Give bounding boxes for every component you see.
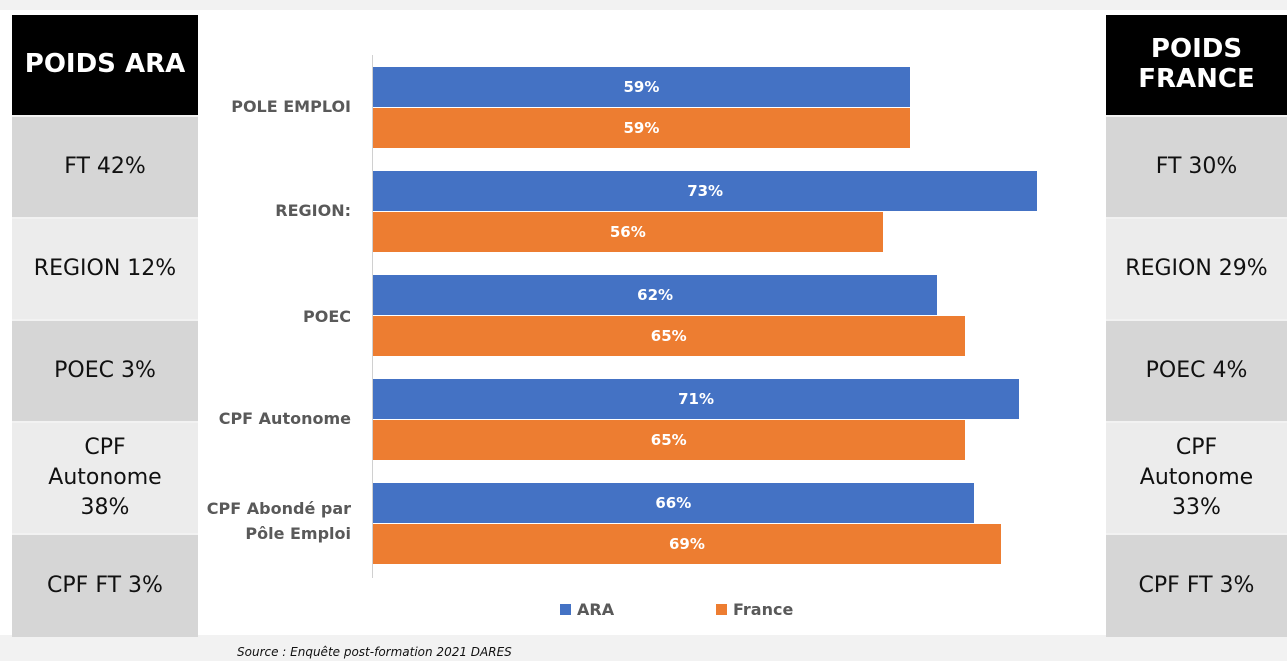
left-weight-cpf-ft: CPF FT 3%	[12, 533, 198, 637]
right-panel-title: POIDS FRANCE	[1106, 15, 1287, 115]
right-weight-region: REGION 29%	[1106, 217, 1287, 319]
right-weight-ft: FT 30%	[1106, 115, 1287, 217]
right-weight-cpf-autonome: CPF Autonome 33%	[1106, 421, 1287, 533]
data-label-france-cpf-abonde: 69%	[668, 535, 705, 553]
data-label-ara-poec: 62%	[637, 286, 674, 304]
left-weight-region: REGION 12%	[12, 217, 198, 319]
bar-france-regions	[373, 212, 883, 252]
left-weight-cpf-autonome: CPF Autonome 38%	[12, 421, 198, 533]
legend-item-ara: ARA	[560, 600, 614, 619]
legend-item-france: France	[716, 600, 793, 619]
legend-swatch-france	[716, 604, 727, 615]
bar-france-pole-emploi	[373, 108, 910, 148]
bar-ara-regions	[373, 171, 1038, 211]
left-weight-ft: FT 42%	[12, 115, 198, 217]
right-weight-poec: POEC 4%	[1106, 319, 1287, 421]
category-label-poec: POEC	[303, 307, 351, 326]
data-label-ara-cpf-abonde: 66%	[655, 494, 692, 512]
data-label-ara-pole-emploi: 59%	[623, 78, 660, 96]
bar-ara-pole-emploi	[373, 67, 910, 107]
right-weights-panel: POIDS FRANCE FT 30% REGION 29% POEC 4% C…	[1106, 15, 1287, 637]
left-weight-cpf-ft-text: CPF FT 3%	[47, 573, 163, 599]
legend-swatch-ara	[560, 604, 571, 615]
bar-france-poec	[373, 316, 965, 356]
category-label-cpf-abonde: CPF Abondé par Pôle Emploi	[206, 499, 351, 543]
bar-france-cpf-abonde	[373, 524, 1001, 564]
category-label-pole-emploi: POLE EMPLOI	[231, 97, 351, 116]
data-label-ara-regions: 73%	[687, 182, 724, 200]
bar-ara-cpf-abonde	[373, 483, 974, 523]
left-weight-poec-text: POEC 3%	[54, 358, 156, 384]
bar-ara-cpf-autonome	[373, 379, 1020, 419]
right-weight-ft-text: FT 30%	[1155, 154, 1238, 180]
left-weight-region-text: REGION 12%	[33, 256, 177, 282]
left-weight-ft-text: FT 42%	[64, 154, 146, 180]
source-note: Source : Enquête post-formation 2021 DAR…	[237, 645, 512, 659]
bar-ara-poec	[373, 275, 938, 315]
data-label-ara-cpf-autonome: 71%	[678, 390, 714, 408]
data-label-france-pole-emploi: 59%	[623, 119, 660, 137]
left-weights-panel: POIDS ARA FT 42% REGION 12% POEC 3% CPF …	[12, 15, 198, 637]
left-weight-cpf-autonome-text: CPF Autonome 38%	[48, 435, 162, 520]
right-weight-poec-text: POEC 4%	[1145, 358, 1248, 384]
bar-france-cpf-autonome	[373, 420, 965, 460]
legend-label-ara: ARA	[577, 600, 615, 619]
category-label-regions: REGION:	[275, 201, 351, 220]
right-weight-cpf-autonome-text: CPF Autonome 33%	[1139, 435, 1254, 520]
left-weight-poec: POEC 3%	[12, 319, 198, 421]
data-label-france-regions: 56%	[609, 223, 646, 241]
category-axis-line	[372, 55, 373, 578]
right-weight-cpf-ft: CPF FT 3%	[1106, 533, 1287, 637]
data-label-france-cpf-autonome: 65%	[650, 431, 687, 449]
legend-label-france: France	[733, 600, 794, 619]
data-label-france-poec: 65%	[650, 327, 687, 345]
category-label-cpf-autonome: CPF Autonome	[218, 409, 351, 428]
right-weight-cpf-ft-text: CPF FT 3%	[1138, 573, 1255, 599]
right-weight-region-text: REGION 29%	[1125, 256, 1268, 282]
left-panel-title: POIDS ARA	[12, 15, 198, 115]
